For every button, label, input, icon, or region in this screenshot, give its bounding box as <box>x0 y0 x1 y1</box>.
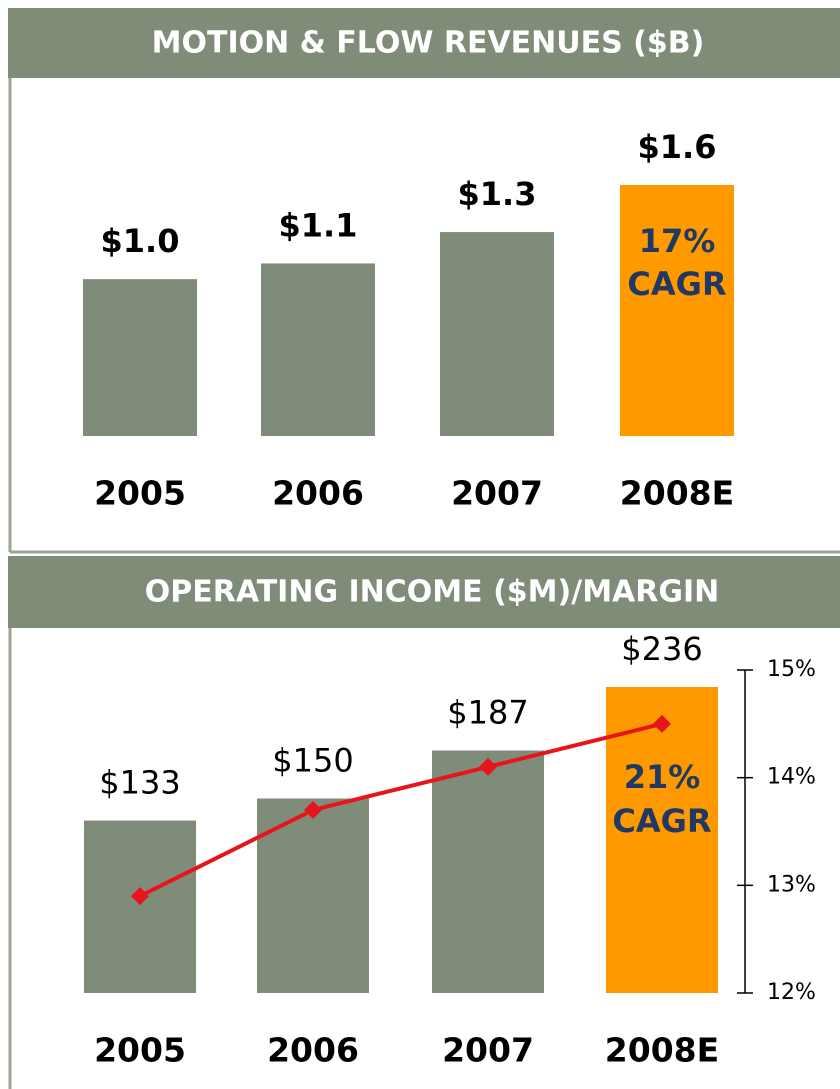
value-label: $133 <box>99 764 180 802</box>
value-label: $236 <box>621 630 702 668</box>
y2-tick-label: 15% <box>767 657 816 682</box>
y2-tick-label: 13% <box>767 872 816 897</box>
chart-title: MOTION & FLOW REVENUES ($B) <box>152 26 705 61</box>
annotation: CAGR <box>612 802 711 840</box>
margin-marker <box>304 800 322 819</box>
y2-tick-label: 12% <box>767 980 816 1005</box>
x-tick-label: 2006 <box>272 474 364 513</box>
x-tick-label: 2005 <box>94 474 186 513</box>
annotation: 17% <box>639 222 716 260</box>
bar <box>432 750 544 993</box>
bar <box>606 687 718 993</box>
annotation: 21% <box>624 758 701 796</box>
bar <box>440 232 554 436</box>
margin-marker <box>479 757 497 776</box>
y2-tick-label: 14% <box>767 765 816 790</box>
x-tick-label: 2008E <box>605 1031 719 1070</box>
bar <box>620 185 734 436</box>
value-label: $150 <box>272 742 353 780</box>
annotation: CAGR <box>627 265 726 303</box>
value-label: $187 <box>447 694 528 732</box>
value-label: $1.3 <box>458 175 537 213</box>
margin-marker <box>131 887 149 906</box>
bar <box>83 279 197 436</box>
value-label: $1.6 <box>638 128 717 166</box>
x-tick-label: 2006 <box>267 1031 359 1070</box>
margin-marker <box>653 714 671 733</box>
x-tick-label: 2008E <box>620 474 734 513</box>
x-tick-label: 2007 <box>442 1031 534 1070</box>
bar <box>84 820 196 993</box>
value-label: $1.1 <box>279 206 358 244</box>
x-tick-label: 2007 <box>451 474 543 513</box>
x-tick-label: 2005 <box>94 1031 186 1070</box>
value-label: $1.0 <box>101 222 180 260</box>
margin-line <box>139 721 663 898</box>
bar <box>257 798 369 993</box>
header-band <box>8 556 840 628</box>
chart-title: OPERATING INCOME ($M)/MARGIN <box>145 575 720 610</box>
bar <box>261 263 375 436</box>
header-band <box>8 8 840 78</box>
